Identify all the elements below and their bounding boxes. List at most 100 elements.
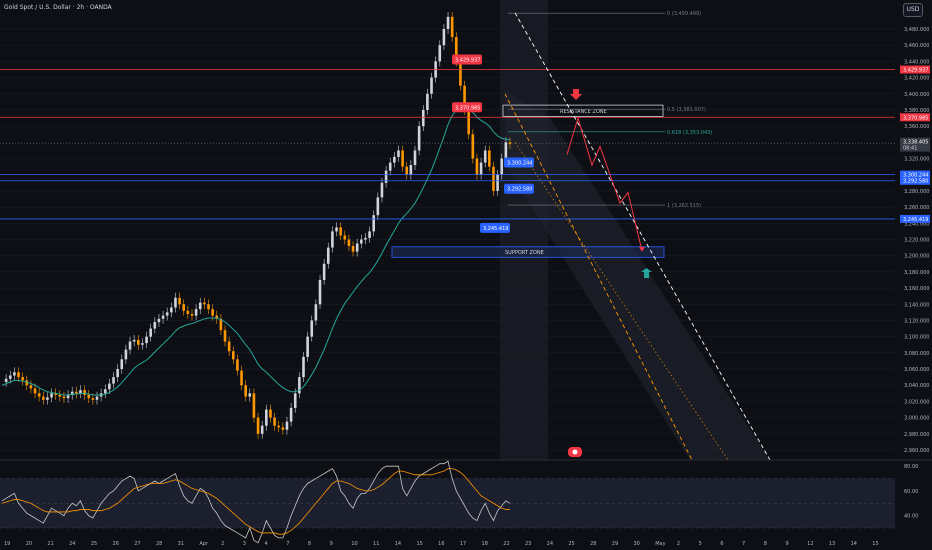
candle-body — [25, 380, 29, 386]
rsi-tick-label: 40.00 — [904, 514, 918, 520]
price-tick-label: 3,140.000 — [904, 302, 929, 308]
price-tick-label: 3,480.000 — [904, 27, 929, 33]
candle-body — [108, 383, 111, 390]
time-tick-label: 2 — [221, 541, 224, 547]
candle-body — [281, 427, 285, 430]
price-tick-label: 3,020.000 — [904, 399, 929, 405]
price-tick-label: 3,060.000 — [904, 367, 929, 373]
rsi-line — [1, 460, 511, 544]
candle-body — [203, 302, 206, 305]
candle-body — [182, 304, 186, 311]
candle-body — [42, 396, 45, 400]
price-tick-label: 3,080.000 — [904, 351, 929, 357]
price-tick-label: 3,360.000 — [904, 124, 929, 130]
time-tick-label: 10 — [351, 541, 357, 547]
time-tick-label: 16 — [438, 541, 444, 547]
time-tick-label: 24 — [69, 541, 75, 547]
candle-body — [368, 231, 371, 238]
resistance-zone-box — [502, 104, 664, 117]
candle-body — [450, 16, 454, 38]
time-tick-label: Apr — [199, 541, 209, 547]
candle-body — [186, 310, 190, 314]
price-scale[interactable]: 3,480.000 3,460.000 3,440.000 3,420.000 3,40… — [900, 27, 930, 454]
time-tick-label: 26 — [113, 541, 119, 547]
candle-body — [87, 394, 91, 399]
time-axis[interactable]: 19 20 21 24 25 26 27 28 31 Apr 2 3 4 7 8 9 10 11 14 15 16 17 1… — [4, 541, 879, 547]
candle-body — [372, 215, 375, 232]
candle-body — [471, 134, 475, 159]
candle-body — [256, 417, 260, 434]
time-tick-label: 18 — [482, 541, 488, 547]
candle-body — [236, 359, 239, 371]
candle-body — [112, 377, 115, 384]
candle-body — [351, 245, 355, 252]
time-tick-label: 30 — [634, 541, 640, 547]
candle-body — [50, 393, 53, 398]
candle-body — [446, 16, 450, 29]
candle-body — [426, 93, 429, 110]
candle-body — [401, 150, 404, 167]
price-tick-label: 3,200.000 — [904, 254, 929, 260]
candle-body — [318, 279, 322, 305]
fib-label-level_1: 1 (3,262.515) — [667, 203, 701, 209]
level-price-tag-text: 3,245.419 — [903, 217, 928, 223]
candle-body — [248, 393, 252, 397]
candle-body — [421, 109, 425, 127]
candle-body — [355, 243, 359, 252]
time-tick-label: 17 — [460, 541, 466, 547]
candle-body — [4, 378, 8, 382]
candle-body — [132, 339, 136, 342]
candle-body — [227, 341, 231, 352]
candle-body — [178, 297, 181, 305]
level-chart-label-text: 3,429.937 — [455, 58, 480, 64]
projected-path — [566, 116, 643, 251]
candle-body — [240, 370, 243, 386]
candle-body — [83, 390, 86, 395]
time-tick-label: 31 — [178, 541, 184, 547]
candle-body — [170, 307, 173, 313]
candle-body — [124, 349, 128, 360]
candle-body — [174, 297, 177, 308]
candle-body — [269, 409, 272, 418]
candle-body — [161, 315, 165, 319]
time-tick-label: 27 — [134, 541, 140, 547]
candle-body — [302, 356, 305, 378]
currency-button[interactable]: USD — [903, 3, 923, 17]
candle-body — [231, 351, 235, 360]
candle-body — [128, 341, 132, 350]
rsi-tick-label: 60.00 — [904, 489, 918, 495]
candle-body — [66, 394, 70, 399]
candle-body — [384, 170, 388, 183]
fib-label-level_05: 0.5 (3,381.007) — [667, 107, 706, 113]
alert-icon[interactable] — [568, 447, 582, 457]
candle-body — [455, 37, 458, 62]
candle-body — [409, 165, 413, 175]
candle-body — [21, 377, 24, 381]
level-price-tag-text: 3,429.937 — [903, 68, 928, 74]
price-tick-label: 3,380.000 — [904, 108, 929, 114]
candle-body — [492, 166, 495, 191]
time-tick-label: 15 — [416, 541, 422, 547]
candle-body — [393, 156, 396, 163]
candle-body — [277, 425, 281, 428]
time-tick-label: 22 — [503, 541, 509, 547]
time-tick-label: 24 — [547, 541, 553, 547]
candle-body — [141, 343, 144, 345]
candle-body — [37, 393, 41, 397]
price-scale-panel — [900, 0, 932, 535]
time-tick-label: 25 — [568, 541, 574, 547]
price-tick-label: 3,440.000 — [904, 59, 929, 65]
current-price-tag — [900, 137, 930, 152]
candle-body — [17, 372, 20, 378]
candle-body — [273, 417, 276, 426]
candle-body — [508, 142, 512, 144]
candle-body — [165, 312, 169, 316]
time-tick-label: 14 — [395, 541, 401, 547]
time-tick-label: 15 — [872, 541, 878, 547]
channel-lower-line — [504, 93, 693, 461]
candle-body — [339, 227, 342, 236]
candle-body — [70, 391, 74, 395]
candle-body — [244, 385, 247, 397]
rsi-ma-line — [1, 468, 510, 535]
